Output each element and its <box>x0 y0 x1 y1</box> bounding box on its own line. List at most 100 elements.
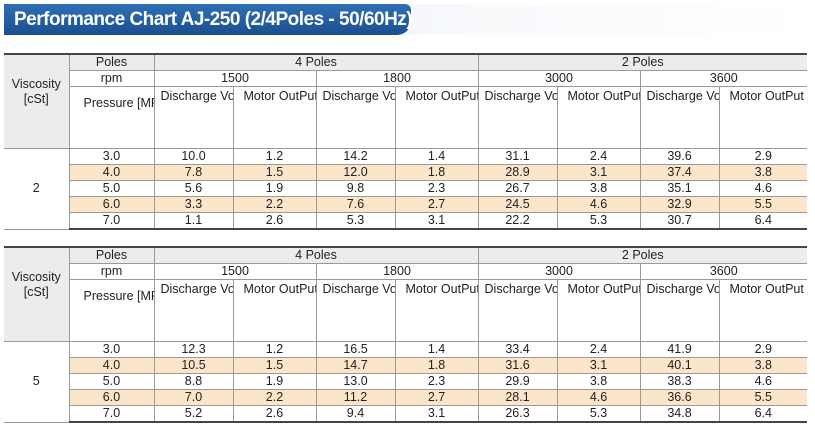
rpm-value: 3600 <box>640 70 808 87</box>
motor-output-value: 4.6 <box>719 180 808 197</box>
motor-output-value: 6.4 <box>719 405 808 423</box>
motor-output-header: Motor OutPut [kW] <box>719 86 808 149</box>
discharge-volume-value: 5.6 <box>154 180 234 197</box>
discharge-volume-value: 35.1 <box>640 180 720 197</box>
title-bar: Performance Chart AJ-250 (2/4Poles - 50/… <box>4 4 810 35</box>
performance-table: Viscosity [cSt] Poles 4 Poles 2 Poles rpm 150… <box>4 246 808 423</box>
performance-table: Viscosity [cSt] Poles 4 Poles 2 Poles rpm 150… <box>4 53 808 230</box>
motor-output-value: 2.3 <box>395 180 479 197</box>
discharge-volume-value: 26.3 <box>478 405 558 423</box>
motor-output-value: 5.5 <box>719 389 808 406</box>
motor-output-value: 2.4 <box>557 148 641 165</box>
pressure-header: Pressure [MPa] <box>69 279 155 342</box>
discharge-volume-value: 26.7 <box>478 180 558 197</box>
discharge-volume-header: Discharge Volume [?/min] <box>640 86 720 149</box>
motor-output-value: 1.4 <box>395 341 479 358</box>
pressure-value: 3.0 <box>69 341 155 358</box>
motor-output-value: 2.9 <box>719 148 808 165</box>
two-poles-header: 2 Poles <box>478 53 808 71</box>
rpm-value: 3000 <box>478 263 641 280</box>
pressure-value: 7.0 <box>69 212 155 230</box>
rpm-value: 3000 <box>478 70 641 87</box>
discharge-volume-header: Discharge Volume [?/min] <box>478 279 558 342</box>
discharge-volume-value: 13.0 <box>316 373 396 390</box>
discharge-volume-value: 7.0 <box>154 389 234 406</box>
discharge-volume-value: 34.8 <box>640 405 720 423</box>
rpm-value: 1800 <box>316 70 479 87</box>
motor-output-value: 2.2 <box>233 389 317 406</box>
rpm-value: 1800 <box>316 263 479 280</box>
motor-output-value: 5.3 <box>557 212 641 230</box>
motor-output-value: 3.8 <box>719 357 808 374</box>
discharge-volume-value: 14.7 <box>316 357 396 374</box>
discharge-volume-value: 5.3 <box>316 212 396 230</box>
motor-output-value: 1.9 <box>233 180 317 197</box>
viscosity-header-cell: Viscosity [cSt] <box>4 246 70 342</box>
motor-output-value: 2.4 <box>557 341 641 358</box>
discharge-volume-value: 31.1 <box>478 148 558 165</box>
motor-output-value: 3.1 <box>557 164 641 181</box>
viscosity-value: 5 <box>4 341 70 423</box>
table-row: 4.0 10.5 1.5 14.7 1.8 31.6 3.1 40.1 3.8 <box>4 357 808 374</box>
motor-output-value: 2.7 <box>395 389 479 406</box>
table-row: 6.0 3.3 2.2 7.6 2.7 24.5 4.6 32.9 5.5 <box>4 196 808 213</box>
motor-output-value: 3.1 <box>395 212 479 230</box>
discharge-volume-value: 33.4 <box>478 341 558 358</box>
discharge-volume-header: Discharge Volume [?/min] <box>154 279 234 342</box>
rpm-value: 1500 <box>154 70 317 87</box>
discharge-volume-value: 37.4 <box>640 164 720 181</box>
discharge-volume-header: Discharge Volume [?/min] <box>478 86 558 149</box>
table-row: 5.0 5.6 1.9 9.8 2.3 26.7 3.8 35.1 4.6 <box>4 180 808 197</box>
viscosity-label: Viscosity [cSt] <box>11 77 61 106</box>
discharge-volume-value: 24.5 <box>478 196 558 213</box>
motor-output-header: Motor OutPut [kW] <box>233 86 317 149</box>
discharge-volume-value: 1.1 <box>154 212 234 230</box>
pressure-value: 4.0 <box>69 164 155 181</box>
motor-output-value: 4.6 <box>557 389 641 406</box>
motor-output-header: Motor OutPut [kW] <box>719 279 808 342</box>
table-row: 6.0 7.0 2.2 11.2 2.7 28.1 4.6 36.6 5.5 <box>4 389 808 406</box>
discharge-volume-value: 11.2 <box>316 389 396 406</box>
discharge-volume-value: 28.1 <box>478 389 558 406</box>
motor-output-value: 2.7 <box>395 196 479 213</box>
motor-output-value: 1.2 <box>233 341 317 358</box>
discharge-volume-value: 36.6 <box>640 389 720 406</box>
pressure-value: 3.0 <box>69 148 155 165</box>
motor-output-value: 1.9 <box>233 373 317 390</box>
discharge-volume-value: 12.3 <box>154 341 234 358</box>
discharge-volume-value: 7.8 <box>154 164 234 181</box>
discharge-volume-value: 5.2 <box>154 405 234 423</box>
viscosity-header-cell: Viscosity [cSt] <box>4 53 70 149</box>
pressure-value: 5.0 <box>69 373 155 390</box>
rpm-label: rpm <box>69 263 155 280</box>
motor-output-value: 2.6 <box>233 212 317 230</box>
table-row: 7.0 1.1 2.6 5.3 3.1 22.2 5.3 30.7 6.4 <box>4 212 808 230</box>
poles-label: Poles <box>69 53 155 71</box>
motor-output-value: 1.2 <box>233 148 317 165</box>
motor-output-value: 1.5 <box>233 164 317 181</box>
pressure-header: Pressure [MPa] <box>69 86 155 149</box>
table-row: 4.0 7.8 1.5 12.0 1.8 28.9 3.1 37.4 3.8 <box>4 164 808 181</box>
motor-output-value: 3.1 <box>557 357 641 374</box>
motor-output-value: 5.3 <box>557 405 641 423</box>
motor-output-header: Motor OutPut [kW] <box>395 86 479 149</box>
discharge-volume-value: 10.5 <box>154 357 234 374</box>
motor-output-value: 2.6 <box>233 405 317 423</box>
motor-output-header: Motor OutPut [kW] <box>557 86 641 149</box>
discharge-volume-value: 8.8 <box>154 373 234 390</box>
discharge-volume-value: 16.5 <box>316 341 396 358</box>
motor-output-value: 2.3 <box>395 373 479 390</box>
discharge-volume-header: Discharge Volume [?/min] <box>154 86 234 149</box>
discharge-volume-header: Discharge Volume [?/min] <box>316 86 396 149</box>
motor-output-value: 2.2 <box>233 196 317 213</box>
discharge-volume-value: 7.6 <box>316 196 396 213</box>
motor-output-header: Motor OutPut [kW] <box>395 279 479 342</box>
motor-output-value: 6.4 <box>719 212 808 230</box>
motor-output-value: 3.8 <box>719 164 808 181</box>
motor-output-value: 2.9 <box>719 341 808 358</box>
motor-output-value: 1.8 <box>395 357 479 374</box>
discharge-volume-value: 14.2 <box>316 148 396 165</box>
discharge-volume-value: 39.6 <box>640 148 720 165</box>
viscosity-label: Viscosity [cSt] <box>11 270 61 299</box>
discharge-volume-value: 12.0 <box>316 164 396 181</box>
